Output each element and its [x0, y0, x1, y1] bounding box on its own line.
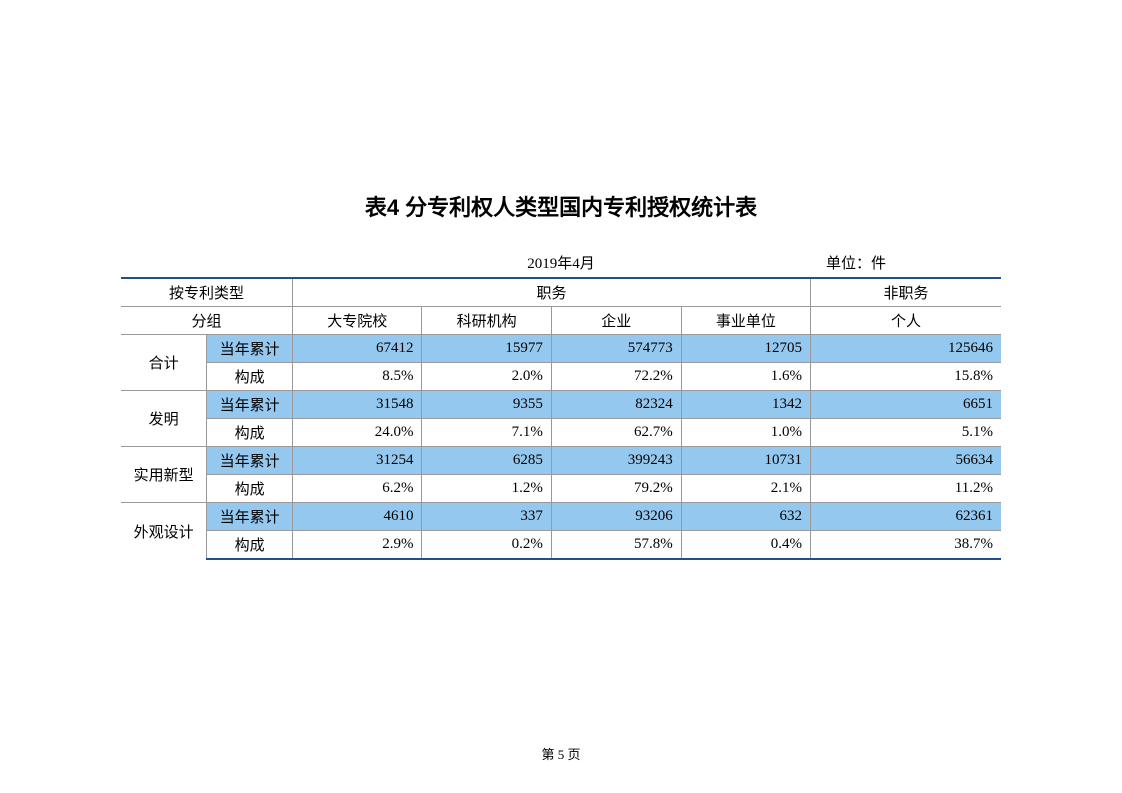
- col-header: 科研机构: [422, 307, 551, 335]
- data-cell: 0.4%: [681, 531, 810, 560]
- table-row: 合计 当年累计 67412 15977 574773 12705 125646: [121, 335, 1001, 363]
- sub-label: 当年累计: [207, 447, 293, 475]
- data-table: 按专利类型 职务 非职务 分组 大专院校 科研机构 企业 事业单位 个人 合计 …: [121, 277, 1001, 560]
- sub-label: 构成: [207, 419, 293, 447]
- sub-label: 当年累计: [207, 335, 293, 363]
- data-cell: 1.0%: [681, 419, 810, 447]
- table-row: 实用新型 当年累计 31254 6285 399243 10731 56634: [121, 447, 1001, 475]
- data-cell: 8.5%: [293, 363, 422, 391]
- data-cell: 574773: [551, 335, 681, 363]
- sub-label: 当年累计: [207, 503, 293, 531]
- data-cell: 2.9%: [293, 531, 422, 560]
- col-header: 事业单位: [681, 307, 810, 335]
- category-cell: 实用新型: [121, 447, 207, 503]
- data-cell: 1.2%: [422, 475, 551, 503]
- sub-label: 当年累计: [207, 391, 293, 419]
- data-cell: 15977: [422, 335, 551, 363]
- data-cell: 82324: [551, 391, 681, 419]
- data-cell: 67412: [293, 335, 422, 363]
- date-label: 2019年4月: [527, 252, 595, 273]
- col-header: 大专院校: [293, 307, 422, 335]
- data-cell: 11.2%: [811, 475, 1001, 503]
- category-cell: 合计: [121, 335, 207, 391]
- table-row: 构成 24.0% 7.1% 62.7% 1.0% 5.1%: [121, 419, 1001, 447]
- data-cell: 399243: [551, 447, 681, 475]
- data-cell: 10731: [681, 447, 810, 475]
- col-header: 企业: [551, 307, 681, 335]
- data-cell: 79.2%: [551, 475, 681, 503]
- data-cell: 0.2%: [422, 531, 551, 560]
- sub-label: 构成: [207, 531, 293, 560]
- header-group: 按专利类型: [121, 278, 293, 307]
- data-cell: 337: [422, 503, 551, 531]
- category-cell: 外观设计: [121, 503, 207, 560]
- data-cell: 4610: [293, 503, 422, 531]
- table-row: 发明 当年累计 31548 9355 82324 1342 6651: [121, 391, 1001, 419]
- data-cell: 6.2%: [293, 475, 422, 503]
- table-row: 构成 6.2% 1.2% 79.2% 2.1% 11.2%: [121, 475, 1001, 503]
- category-cell: 发明: [121, 391, 207, 447]
- data-cell: 31548: [293, 391, 422, 419]
- unit-label: 单位：件: [826, 252, 886, 273]
- table-row: 构成 8.5% 2.0% 72.2% 1.6% 15.8%: [121, 363, 1001, 391]
- data-cell: 7.1%: [422, 419, 551, 447]
- table-title: 表4 分专利权人类型国内专利授权统计表: [0, 190, 1122, 222]
- header-row-2: 分组 大专院校 科研机构 企业 事业单位 个人: [121, 307, 1001, 335]
- header-row-1: 按专利类型 职务 非职务: [121, 278, 1001, 307]
- header-nonduty: 非职务: [811, 278, 1001, 307]
- col-header: 个人: [811, 307, 1001, 335]
- data-cell: 24.0%: [293, 419, 422, 447]
- data-cell: 632: [681, 503, 810, 531]
- data-cell: 12705: [681, 335, 810, 363]
- data-cell: 6285: [422, 447, 551, 475]
- page-footer: 第 5 页: [0, 744, 1122, 763]
- data-cell: 56634: [811, 447, 1001, 475]
- data-cell: 5.1%: [811, 419, 1001, 447]
- data-cell: 62361: [811, 503, 1001, 531]
- sub-label: 构成: [207, 475, 293, 503]
- header-duty: 职务: [293, 278, 811, 307]
- data-cell: 15.8%: [811, 363, 1001, 391]
- data-cell: 6651: [811, 391, 1001, 419]
- data-cell: 93206: [551, 503, 681, 531]
- header-group2: 分组: [121, 307, 293, 335]
- data-cell: 31254: [293, 447, 422, 475]
- table-row: 构成 2.9% 0.2% 57.8% 0.4% 38.7%: [121, 531, 1001, 560]
- data-cell: 38.7%: [811, 531, 1001, 560]
- data-cell: 1.6%: [681, 363, 810, 391]
- table-row: 外观设计 当年累计 4610 337 93206 632 62361: [121, 503, 1001, 531]
- data-cell: 125646: [811, 335, 1001, 363]
- meta-row: 2019年4月 单位：件: [121, 252, 1001, 274]
- data-cell: 57.8%: [551, 531, 681, 560]
- page-container: 表4 分专利权人类型国内专利授权统计表 2019年4月 单位：件 按专利类型 职…: [0, 0, 1122, 560]
- data-cell: 9355: [422, 391, 551, 419]
- sub-label: 构成: [207, 363, 293, 391]
- data-cell: 72.2%: [551, 363, 681, 391]
- data-cell: 2.0%: [422, 363, 551, 391]
- data-cell: 2.1%: [681, 475, 810, 503]
- data-cell: 62.7%: [551, 419, 681, 447]
- data-cell: 1342: [681, 391, 810, 419]
